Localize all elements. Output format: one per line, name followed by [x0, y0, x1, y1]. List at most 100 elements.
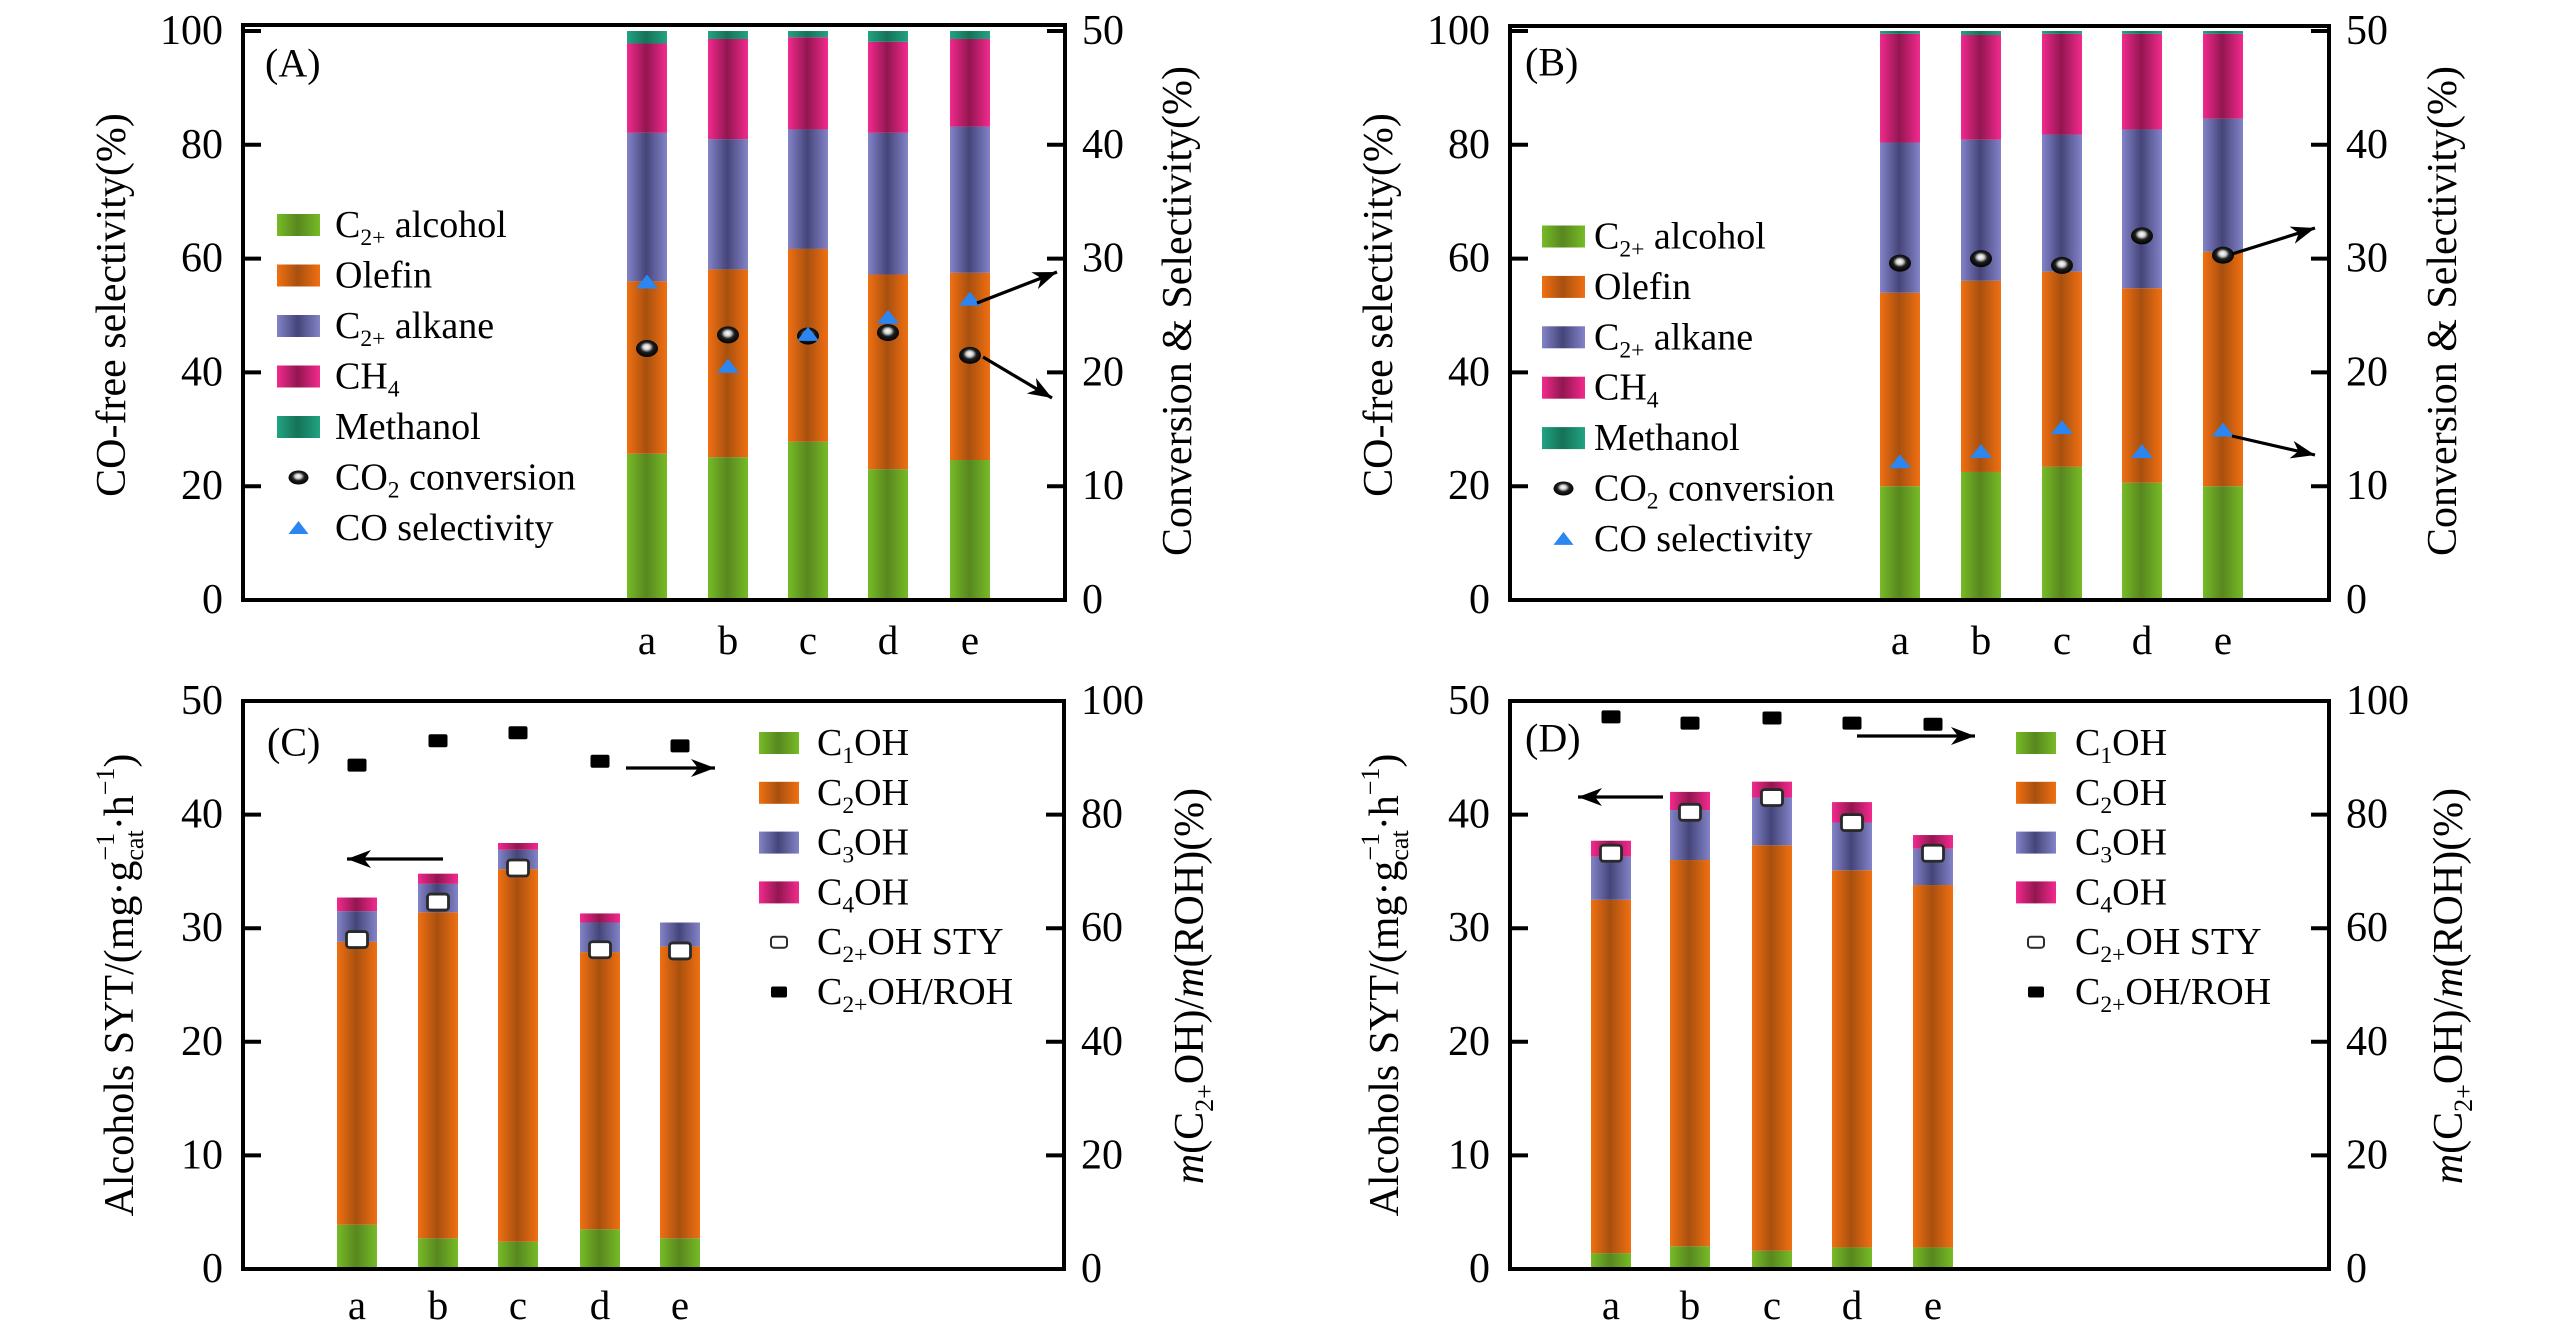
y-tick-label: 10: [181, 1132, 223, 1178]
bar-segment-ch4: [1880, 33, 1920, 143]
legend-label-part: OH: [854, 772, 909, 814]
bar-segment-c2plus-alcohol: [950, 460, 990, 600]
legend-label: C1OH: [2075, 722, 2167, 769]
y-tick-label: 40: [181, 349, 223, 395]
legend-item-c2plusoh-roh: C2+OH/ROH: [771, 971, 1013, 1018]
legend-label: C3OH: [2075, 822, 2167, 869]
x-tick-label: e: [1924, 1282, 1942, 1328]
legend-label: C2OH: [817, 772, 909, 819]
legend-label-part: 2: [388, 478, 400, 504]
y-tick-label: 30: [181, 905, 223, 951]
bar-segment-c3oh: [1591, 856, 1631, 900]
y-axis-title-part: −1: [91, 768, 120, 796]
legend-label-part: C: [1594, 316, 1619, 358]
bar-segment-c2plus-alkane: [868, 132, 908, 275]
bar-stack-c: [498, 843, 538, 1269]
plot-frame: [241, 699, 1066, 1271]
bar-segment-c1oh: [1591, 1253, 1631, 1269]
legend-label-part: 4: [1647, 388, 1659, 414]
y-right-tick-label: 20: [1081, 1132, 1123, 1178]
bar-segment-c2oh: [1913, 885, 1953, 1248]
annotations: [2231, 226, 2316, 459]
bar-segment-c2oh: [580, 952, 620, 1230]
legend-item-co-selectivity: CO selectivity: [1553, 518, 1812, 560]
legend-label-part: C: [817, 971, 842, 1013]
bar-stack-b: [1670, 791, 1710, 1269]
bars: [1591, 781, 1953, 1269]
bar-segment-c2plus-alcohol: [788, 441, 828, 600]
legend-item-c1oh: C1OH: [2016, 722, 2167, 769]
x-tick-label: c: [2053, 617, 2071, 663]
y-axis-right-title-part: OH)/: [1167, 997, 1213, 1084]
point-c2plusoh-sty: [1921, 843, 1945, 863]
arrow-to-right-axis: [2231, 434, 2316, 459]
bar-stack-d: [868, 31, 908, 600]
y-axis-right: 0 20 40 60 80 100: [2311, 678, 2409, 1292]
bar-stack-e: [660, 922, 700, 1269]
bar-segment-c3oh: [660, 922, 700, 947]
legend-label-part: 2+: [2100, 942, 2125, 968]
scatter-points: [345, 726, 692, 961]
x-tick-label: b: [1680, 1282, 1701, 1328]
legend-swatch: [1542, 376, 1585, 399]
y-axis-right: 0 10 20 30 40 50: [2311, 8, 2388, 623]
y-axis-title-part: ·h: [1362, 795, 1408, 830]
annotations: [1578, 727, 1975, 806]
legend-label: C2OH: [2075, 772, 2167, 819]
y-tick-label: 100: [160, 8, 223, 54]
point-c2plusoh-sty: [1678, 802, 1702, 822]
y-tick-label: 10: [1448, 1132, 1490, 1178]
plot-frame: [1508, 699, 2331, 1271]
legend-label-part: C: [817, 871, 842, 913]
legend-swatch: [277, 214, 320, 236]
y-axis-right-title-part: m: [1167, 1154, 1213, 1184]
point-c2plusoh-roh: [1842, 716, 1862, 730]
point-c2plusoh-roh: [1680, 716, 1700, 730]
legend-label: Olefin: [335, 255, 432, 297]
legend-label-part: Olefin: [1594, 266, 1691, 308]
bar-segment-ch4: [950, 38, 990, 127]
legend-swatch: [277, 315, 320, 337]
bar-segment-methanol: [1961, 31, 2001, 35]
x-tick-label: c: [799, 617, 817, 663]
y-axis-title-part: Alcohols SYT/(mg·g: [97, 861, 143, 1217]
bar-segment-c2oh: [498, 869, 538, 1242]
bar-segment-olefin: [1880, 292, 1920, 487]
bar-segment-ch4: [627, 43, 667, 133]
x-tick-label: a: [348, 1282, 366, 1328]
legend-item-c2plusoh-sty: C2+OH STY: [2027, 921, 2262, 968]
arrow-to-right-axis: [976, 270, 1058, 305]
legend-label-part: 2+: [360, 225, 385, 251]
bar-segment-olefin: [788, 248, 828, 442]
x-tick-label: b: [1971, 617, 1992, 663]
point-c2plusoh-sty: [1599, 843, 1623, 863]
legend-label-part: OH STY: [2125, 921, 2261, 963]
legend-label-part: C: [335, 204, 360, 246]
legend-item-c3oh: C3OH: [2016, 822, 2167, 869]
legend-label: C2+ alkane: [335, 305, 494, 352]
y-right-tick-label: 0: [1081, 1246, 1102, 1292]
legend-label-part: OH/ROH: [2125, 971, 2271, 1013]
y-right-tick-label: 20: [2346, 349, 2388, 395]
y-right-tick-label: 80: [2346, 792, 2388, 838]
bar-stack-b: [708, 31, 748, 600]
y-axis-title-part: −1: [1356, 768, 1385, 796]
bar-segment-c4oh: [418, 873, 458, 884]
legend-swatch: [2016, 732, 2056, 754]
bar-stack-a: [627, 31, 667, 600]
bar-segment-c2plus-alcohol: [2203, 486, 2243, 600]
y-axis-title-part: cat: [1385, 830, 1414, 861]
legend-marker-open-square: [2027, 935, 2045, 949]
point-co-selectivity: [959, 291, 981, 306]
point-co-selectivity: [877, 309, 899, 324]
legend-label: CH4: [335, 356, 400, 403]
y-right-tick-label: 0: [1082, 577, 1103, 623]
bar-segment-c2plus-alcohol: [627, 453, 667, 600]
bar-segment-olefin: [2203, 251, 2243, 487]
bars: [1880, 31, 2243, 600]
legend-label-part: OH: [2112, 871, 2167, 913]
bar-stack-c: [1752, 781, 1792, 1269]
y-tick-label: 100: [1427, 8, 1490, 54]
